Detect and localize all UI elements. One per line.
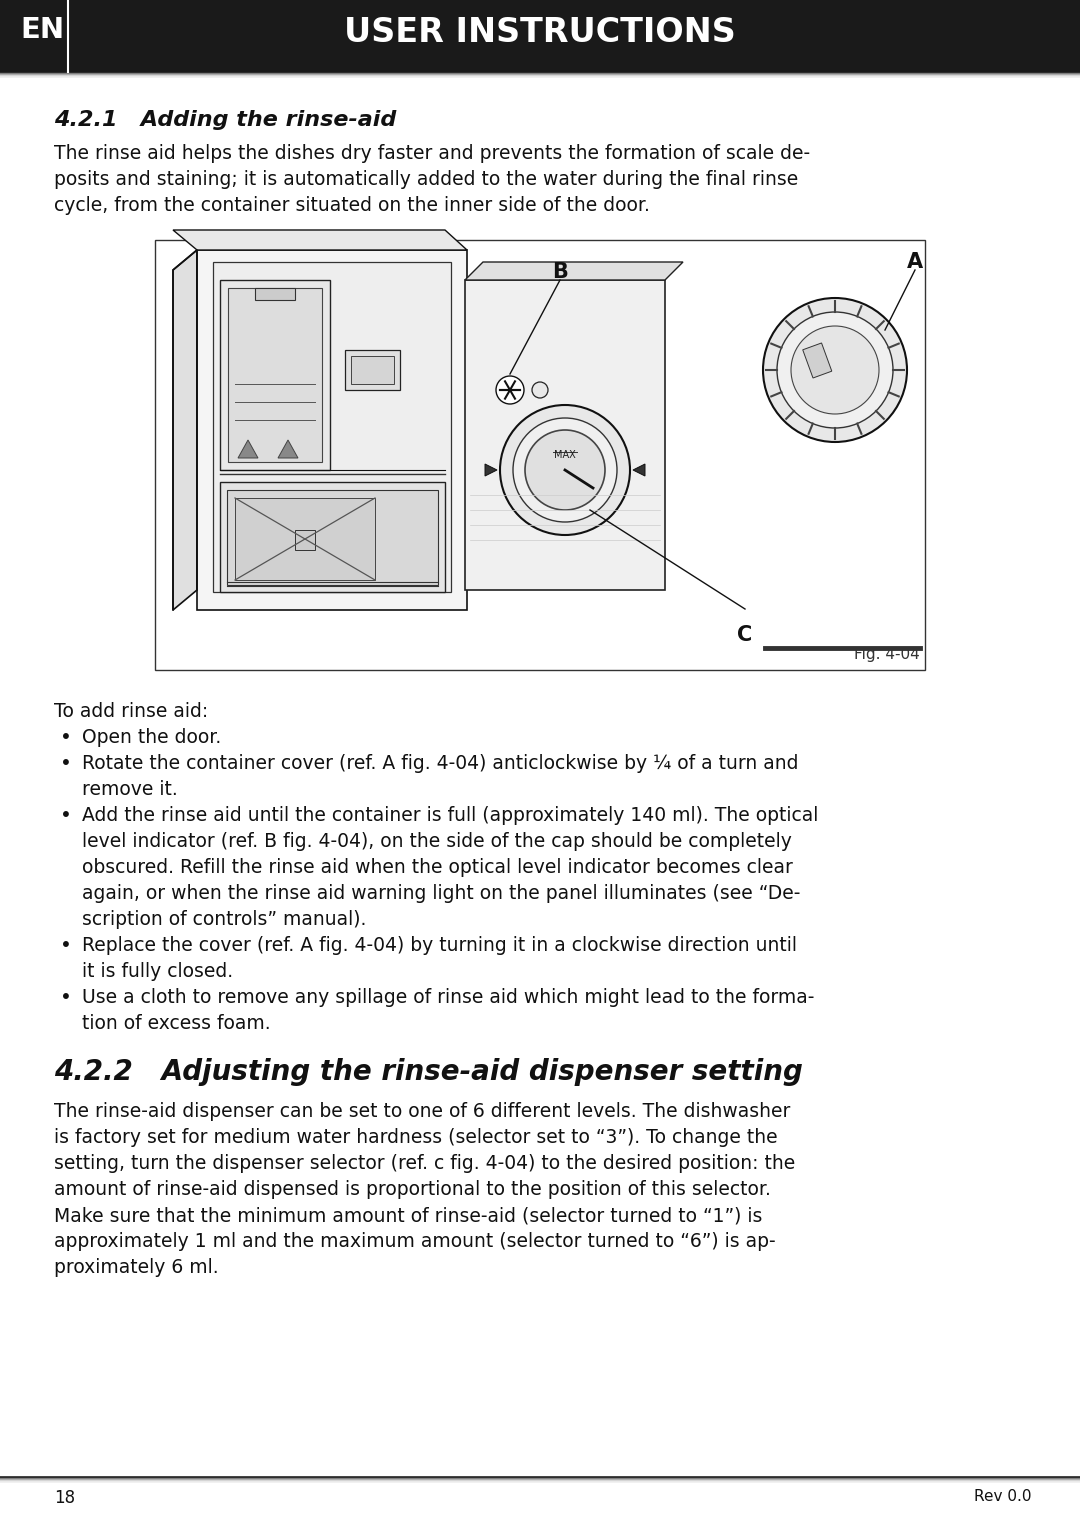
Polygon shape xyxy=(238,440,258,458)
Text: setting, turn the dispenser selector (ref. c fig. 4-04) to the desired position:: setting, turn the dispenser selector (re… xyxy=(54,1154,795,1174)
Text: level indicator (ref. B fig. 4-04), on the side of the cap should be completely: level indicator (ref. B fig. 4-04), on t… xyxy=(82,832,792,850)
Text: •: • xyxy=(60,754,72,774)
Text: cycle, from the container situated on the inner side of the door.: cycle, from the container situated on th… xyxy=(54,196,650,214)
Circle shape xyxy=(525,430,605,510)
Text: it is fully closed.: it is fully closed. xyxy=(82,962,233,980)
Polygon shape xyxy=(173,230,467,250)
Bar xyxy=(156,241,924,669)
Text: Fig. 4-04: Fig. 4-04 xyxy=(854,647,920,662)
Circle shape xyxy=(791,326,879,414)
Bar xyxy=(351,355,394,385)
Bar xyxy=(227,490,438,585)
Text: remove it.: remove it. xyxy=(82,780,178,800)
Text: Make sure that the minimum amount of rinse-aid (selector turned to “1”) is: Make sure that the minimum amount of rin… xyxy=(54,1206,762,1226)
Bar xyxy=(0,0,1080,72)
Bar xyxy=(255,288,295,300)
Text: To add rinse aid:: To add rinse aid: xyxy=(54,702,208,722)
Text: scription of controls” manual).: scription of controls” manual). xyxy=(82,910,366,928)
Text: 4.2.1   Adding the rinse-aid: 4.2.1 Adding the rinse-aid xyxy=(54,110,396,130)
Bar xyxy=(235,498,375,581)
Bar xyxy=(220,483,445,591)
Text: EN: EN xyxy=(21,15,64,44)
Text: The rinse aid helps the dishes dry faster and prevents the formation of scale de: The rinse aid helps the dishes dry faste… xyxy=(54,144,810,162)
Circle shape xyxy=(532,381,548,398)
Polygon shape xyxy=(633,464,645,476)
Text: again, or when the rinse aid warning light on the panel illuminates (see “De-: again, or when the rinse aid warning lig… xyxy=(82,884,800,902)
Text: 4.2.2   Adjusting the rinse-aid dispenser setting: 4.2.2 Adjusting the rinse-aid dispenser … xyxy=(54,1059,802,1086)
Text: MAX: MAX xyxy=(554,450,576,460)
Text: •: • xyxy=(60,806,72,826)
Text: C: C xyxy=(738,625,753,645)
Polygon shape xyxy=(278,440,298,458)
Text: Rev 0.0: Rev 0.0 xyxy=(974,1489,1032,1504)
Text: B: B xyxy=(552,262,568,282)
Circle shape xyxy=(500,404,630,535)
Text: •: • xyxy=(60,988,72,1007)
Text: amount of rinse-aid dispensed is proportional to the position of this selector.: amount of rinse-aid dispensed is proport… xyxy=(54,1180,771,1200)
Text: Add the rinse aid until the container is full (approximately 140 ml). The optica: Add the rinse aid until the container is… xyxy=(82,806,819,826)
Polygon shape xyxy=(465,262,683,280)
Text: proximately 6 ml.: proximately 6 ml. xyxy=(54,1258,218,1278)
Circle shape xyxy=(762,299,907,443)
Text: Use a cloth to remove any spillage of rinse aid which might lead to the forma-: Use a cloth to remove any spillage of ri… xyxy=(82,988,814,1007)
Text: •: • xyxy=(60,936,72,954)
Text: posits and staining; it is automatically added to the water during the final rin: posits and staining; it is automatically… xyxy=(54,170,798,188)
Polygon shape xyxy=(485,464,497,476)
Circle shape xyxy=(513,418,617,522)
Bar xyxy=(295,530,315,550)
Bar xyxy=(345,349,400,391)
Text: 18: 18 xyxy=(54,1489,76,1507)
Polygon shape xyxy=(173,250,197,610)
Text: Replace the cover (ref. A fig. 4-04) by turning it in a clockwise direction unti: Replace the cover (ref. A fig. 4-04) by … xyxy=(82,936,797,954)
Circle shape xyxy=(777,313,893,427)
Bar xyxy=(197,250,467,610)
Bar xyxy=(220,280,330,470)
Text: •: • xyxy=(60,728,72,748)
Text: Rotate the container cover (ref. A fig. 4-04) anticlockwise by ¼ of a turn and: Rotate the container cover (ref. A fig. … xyxy=(82,754,798,774)
Text: is factory set for medium water hardness (selector set to “3”). To change the: is factory set for medium water hardness… xyxy=(54,1128,778,1147)
Bar xyxy=(228,288,322,463)
Text: USER INSTRUCTIONS: USER INSTRUCTIONS xyxy=(345,15,735,49)
Text: tion of excess foam.: tion of excess foam. xyxy=(82,1014,271,1033)
Circle shape xyxy=(496,375,524,404)
Text: A: A xyxy=(907,251,923,273)
Bar xyxy=(213,262,451,591)
Bar xyxy=(465,280,665,590)
Text: approximately 1 ml and the maximum amount (selector turned to “6”) is ap-: approximately 1 ml and the maximum amoun… xyxy=(54,1232,775,1252)
Text: Open the door.: Open the door. xyxy=(82,728,221,748)
Text: obscured. Refill the rinse aid when the optical level indicator becomes clear: obscured. Refill the rinse aid when the … xyxy=(82,858,793,876)
Bar xyxy=(802,343,832,378)
Text: The rinse-aid dispenser can be set to one of 6 different levels. The dishwasher: The rinse-aid dispenser can be set to on… xyxy=(54,1102,791,1121)
